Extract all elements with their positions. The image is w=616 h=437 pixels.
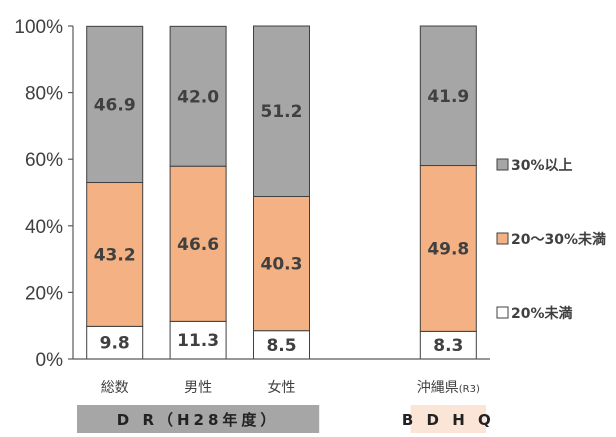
bar-segment bbox=[86, 25, 144, 184]
data-label: 40.3 bbox=[261, 255, 303, 275]
legend-swatch bbox=[496, 232, 509, 245]
data-label: 11.3 bbox=[177, 331, 219, 351]
legend-label: 20～30%未満 bbox=[511, 231, 606, 248]
bar-segment bbox=[419, 165, 477, 332]
data-label: 41.9 bbox=[427, 87, 469, 107]
x-tick-label-main: 女性 bbox=[268, 379, 296, 396]
bar-segment bbox=[253, 330, 310, 360]
y-tick-label: 80% bbox=[25, 84, 63, 105]
bar-segment bbox=[419, 25, 477, 167]
data-label: 42.0 bbox=[177, 87, 219, 107]
data-label: 9.8 bbox=[100, 334, 130, 354]
bar-segment bbox=[419, 330, 477, 360]
x-tick-label-sub: (R3) bbox=[459, 384, 480, 395]
x-tick-label-main: 男性 bbox=[184, 380, 212, 396]
x-tick-label: 女性 bbox=[268, 379, 296, 396]
y-tick-label: 60% bbox=[25, 150, 63, 171]
x-axis: 総数 男性 女性 沖縄県(R3) bbox=[73, 358, 490, 396]
group-band-label: B D H Q bbox=[402, 411, 495, 429]
legend-item: 20～30%未満 bbox=[496, 231, 606, 248]
group-label-1: B D H Q bbox=[402, 405, 495, 433]
bar-segment bbox=[169, 320, 227, 360]
data-label: 51.2 bbox=[261, 102, 303, 122]
group-band-label: D R（H28年度） bbox=[117, 411, 280, 429]
data-label: 49.8 bbox=[427, 239, 469, 259]
bar-segment bbox=[86, 182, 144, 327]
x-tick-label: 男性 bbox=[184, 380, 212, 396]
x-tick-label: 沖縄県(R3) bbox=[417, 380, 480, 396]
x-tick-label: 総数 bbox=[101, 380, 129, 396]
group-band bbox=[410, 405, 486, 433]
legend-label: 20%未満 bbox=[511, 305, 573, 322]
legend: 30%以上 20～30%未満 20%未満 bbox=[496, 158, 606, 322]
legend-swatch bbox=[496, 158, 509, 171]
x-tick-label-main: 総数 bbox=[101, 380, 129, 396]
bar-segment bbox=[253, 25, 310, 197]
bar-segment bbox=[169, 165, 227, 322]
y-axis: 0% 20% 40% 60% 80% 100% bbox=[14, 17, 74, 371]
legend-swatch bbox=[496, 306, 509, 319]
data-label: 43.2 bbox=[94, 245, 136, 265]
data-label: 46.9 bbox=[94, 95, 136, 115]
bar-stack-0: 9.8 43.2 46.9 bbox=[86, 25, 144, 360]
y-tick-label: 20% bbox=[25, 283, 63, 304]
data-label: 8.3 bbox=[433, 336, 463, 356]
x-tick-label-main: 沖縄県 bbox=[417, 380, 459, 396]
data-label: 8.5 bbox=[266, 336, 296, 356]
legend-label: 30%以上 bbox=[511, 158, 573, 174]
bar-stack-4: 8.3 49.8 41.9 bbox=[419, 25, 477, 360]
bar-segment bbox=[253, 195, 310, 332]
group-labels: D R（H28年度） B D H Q bbox=[77, 405, 495, 433]
bar-segment bbox=[169, 25, 227, 167]
y-tick-label: 40% bbox=[25, 217, 63, 238]
bar-stack-1: 11.3 46.6 42.0 bbox=[169, 25, 227, 360]
y-tick-label: 100% bbox=[14, 17, 63, 38]
group-band bbox=[77, 405, 320, 433]
y-tick-label: 0% bbox=[36, 350, 64, 371]
bar-stacks: 9.8 43.2 46.9 11.3 46.6 42.0 8.5 40.3 51.2 8.3 49.… bbox=[86, 25, 477, 360]
legend-item: 20%未満 bbox=[496, 305, 573, 322]
data-label: 46.6 bbox=[177, 235, 219, 255]
legend-item: 30%以上 bbox=[496, 158, 573, 174]
bar-stack-2: 8.5 40.3 51.2 bbox=[253, 25, 310, 360]
group-label-0: D R（H28年度） bbox=[77, 405, 320, 433]
